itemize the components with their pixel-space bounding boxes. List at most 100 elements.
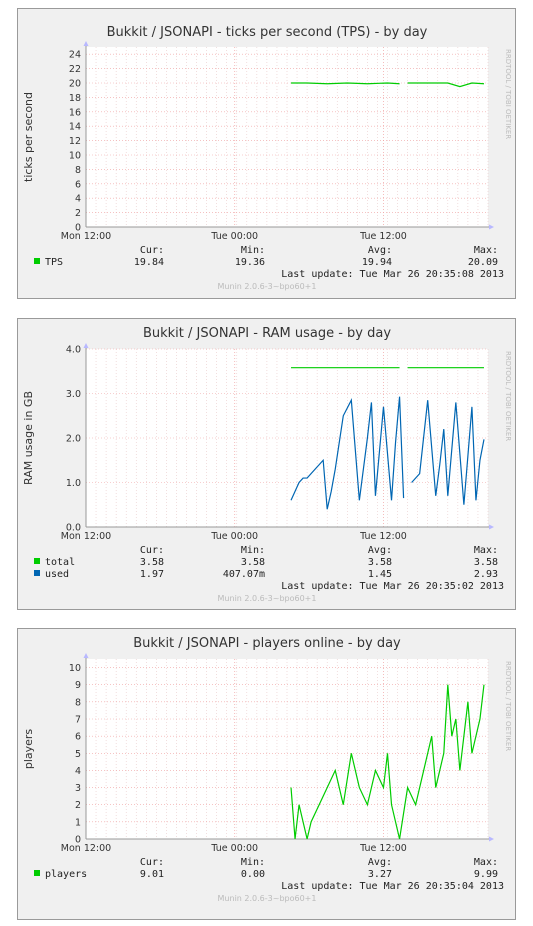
legend-label: used <box>45 569 69 580</box>
stat-header: Max: <box>474 245 498 256</box>
y-tick-label: 22 <box>69 64 81 75</box>
y-tick-label: 18 <box>69 93 81 104</box>
x-tick-label: Tue 12:00 <box>359 231 407 242</box>
stat-value: 3.27 <box>368 869 392 880</box>
x-tick-label: Mon 12:00 <box>61 531 111 542</box>
rrdtool-credit: RRDTOOL / TOBI OETIKER <box>504 49 512 139</box>
legend-label: players <box>45 869 87 880</box>
legend-swatch <box>34 570 40 576</box>
y-tick-label: 1.0 <box>66 478 81 489</box>
y-tick-label: 0.0 <box>66 523 81 534</box>
y-tick-label: 4.0 <box>66 345 81 356</box>
y-tick-label: 1 <box>75 817 81 828</box>
y-tick-label: 0 <box>75 835 81 846</box>
y-tick-label: 2 <box>75 800 81 811</box>
legend-swatch <box>34 558 40 564</box>
x-tick-label: Tue 00:00 <box>210 231 258 242</box>
x-axis-arrow <box>489 224 494 230</box>
x-tick-label: Tue 12:00 <box>359 843 407 854</box>
y-tick-label: 6 <box>75 732 81 743</box>
y-tick-label: 7 <box>75 715 81 726</box>
ram-chart-panel: Bukkit / JSONAPI - RAM usage - by day RRD… <box>17 318 516 610</box>
munin-version: Munin 2.0.6-3~bpo60+1 <box>218 282 317 291</box>
y-axis-label: players <box>22 729 35 770</box>
stat-header: Max: <box>474 857 498 868</box>
x-tick-label: Tue 00:00 <box>210 531 258 542</box>
y-axis-arrow <box>83 653 89 658</box>
stat-header: Min: <box>241 245 265 256</box>
y-tick-label: 24 <box>69 50 81 61</box>
series-line <box>291 82 400 85</box>
x-tick-label: Mon 12:00 <box>61 843 111 854</box>
stat-value: 9.99 <box>474 869 498 880</box>
munin-version: Munin 2.0.6-3~bpo60+1 <box>218 594 317 603</box>
chart-title: Bukkit / JSONAPI - RAM usage - by day <box>143 326 391 341</box>
y-tick-label: 9 <box>75 680 81 691</box>
stat-value: 19.94 <box>362 257 392 268</box>
stat-value: 3.58 <box>474 557 498 568</box>
series-line <box>411 400 485 505</box>
legend-swatch <box>34 258 40 264</box>
stat-value: 3.58 <box>140 557 164 568</box>
stat-header: Max: <box>474 545 498 556</box>
tps-chart-panel: Bukkit / JSONAPI - ticks per second (TPS… <box>17 8 516 299</box>
munin-version: Munin 2.0.6-3~bpo60+1 <box>218 894 317 903</box>
y-tick-label: 12 <box>69 136 81 147</box>
stat-value: 1.45 <box>368 569 392 580</box>
x-tick-label: Mon 12:00 <box>61 231 111 242</box>
x-tick-label: Tue 12:00 <box>359 531 407 542</box>
chart-title: Bukkit / JSONAPI - players online - by d… <box>133 636 401 651</box>
y-tick-label: 16 <box>69 107 81 118</box>
stat-header: Min: <box>241 857 265 868</box>
series-line <box>290 684 485 840</box>
y-axis-label: ticks per second <box>22 92 35 182</box>
players-chart-panel: Bukkit / JSONAPI - players online - by d… <box>17 628 516 920</box>
stat-header: Avg: <box>368 245 392 256</box>
y-tick-label: 3 <box>75 783 81 794</box>
stat-value: 407.07m <box>223 569 265 580</box>
stat-header: Cur: <box>140 857 164 868</box>
y-tick-label: 0 <box>75 223 81 234</box>
legend-label: total <box>45 557 75 568</box>
y-tick-label: 10 <box>69 151 81 162</box>
legend-swatch <box>34 870 40 876</box>
stat-header: Avg: <box>368 857 392 868</box>
last-update: Last update: Tue Mar 26 20:35:04 2013 <box>281 881 504 892</box>
rrdtool-credit: RRDTOOL / TOBI OETIKER <box>504 661 512 751</box>
y-tick-label: 20 <box>69 79 81 90</box>
stat-value: 2.93 <box>474 569 498 580</box>
stat-value: 20.09 <box>468 257 498 268</box>
last-update: Last update: Tue Mar 26 20:35:08 2013 <box>281 269 504 280</box>
stat-value: 19.84 <box>134 257 164 268</box>
chart-title: Bukkit / JSONAPI - ticks per second (TPS… <box>107 25 428 40</box>
stat-header: Cur: <box>140 545 164 556</box>
x-tick-label: Tue 00:00 <box>210 843 258 854</box>
stat-value: 3.58 <box>241 557 265 568</box>
y-tick-label: 8 <box>75 697 81 708</box>
y-axis-arrow <box>83 41 89 46</box>
stat-header: Avg: <box>368 545 392 556</box>
x-axis-arrow <box>489 524 494 530</box>
y-axis-label: RAM usage in GB <box>22 391 35 485</box>
y-tick-label: 5 <box>75 749 81 760</box>
y-axis-arrow <box>83 343 89 348</box>
y-tick-label: 4 <box>75 194 81 205</box>
series-line <box>407 82 485 88</box>
series-line <box>290 396 405 510</box>
stat-header: Min: <box>241 545 265 556</box>
y-tick-label: 6 <box>75 179 81 190</box>
tps-chart: Bukkit / JSONAPI - ticks per second (TPS… <box>22 25 512 291</box>
stat-value: 9.01 <box>140 869 164 880</box>
y-tick-label: 2 <box>75 208 81 219</box>
y-tick-label: 3.0 <box>66 389 81 400</box>
y-tick-label: 2.0 <box>66 434 81 445</box>
y-tick-label: 4 <box>75 766 81 777</box>
stat-value: 1.97 <box>140 569 164 580</box>
y-tick-label: 14 <box>69 122 81 133</box>
rrdtool-credit: RRDTOOL / TOBI OETIKER <box>504 351 512 441</box>
y-tick-label: 10 <box>69 663 81 674</box>
stat-header: Cur: <box>140 245 164 256</box>
stat-value: 0.00 <box>241 869 265 880</box>
stat-value: 19.36 <box>235 257 265 268</box>
players-chart: Bukkit / JSONAPI - players online - by d… <box>22 636 512 903</box>
